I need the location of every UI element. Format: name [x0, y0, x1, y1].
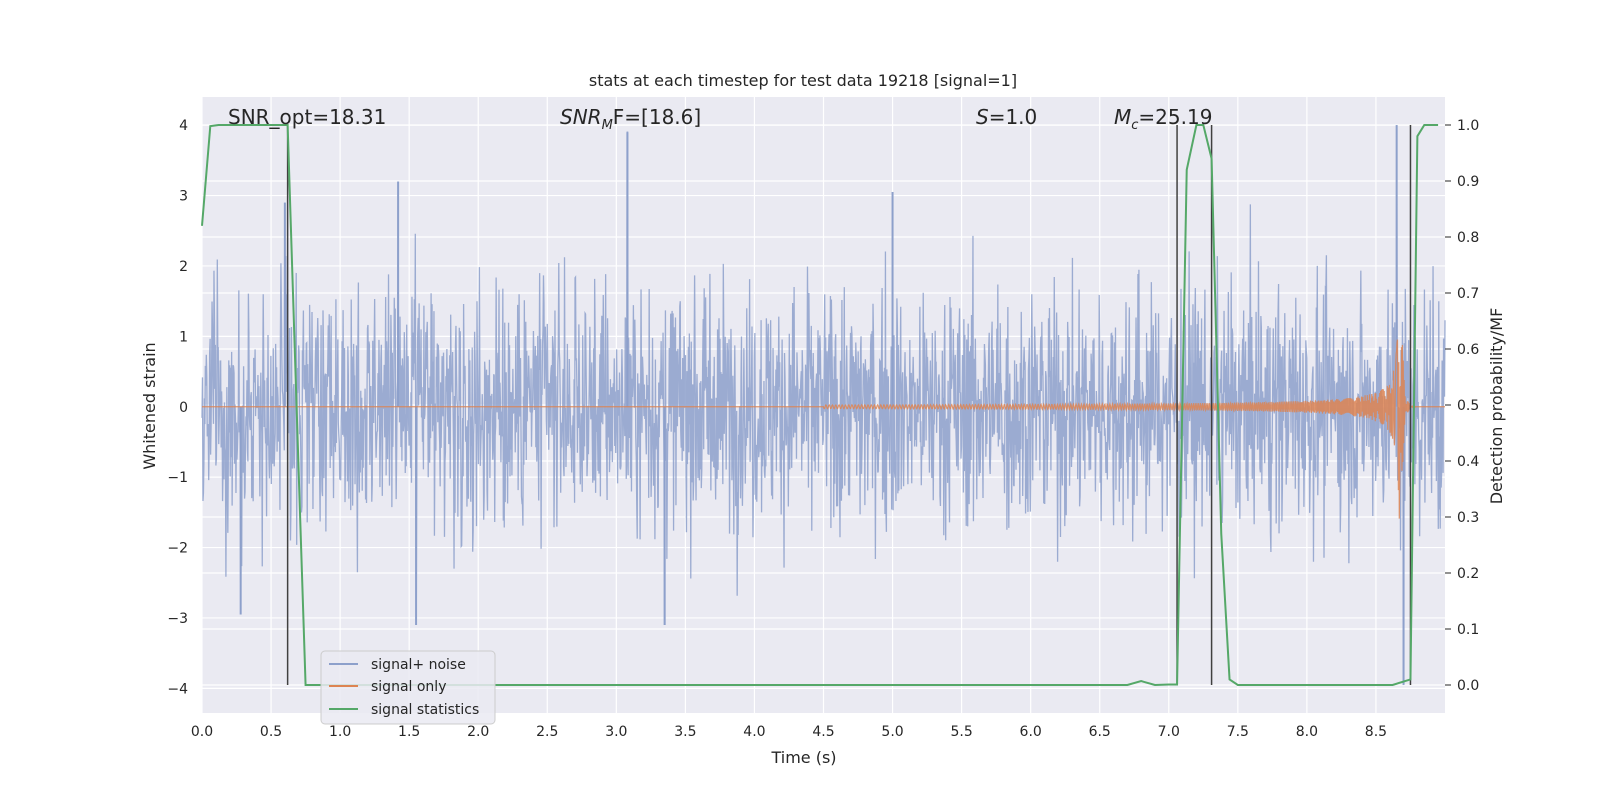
- x-tick-label: 5.5: [950, 724, 972, 740]
- annotation-mc-value: =25.19: [1138, 105, 1212, 129]
- x-tick-label: 7.5: [1227, 724, 1249, 740]
- y-left-axis-ticks: −4 −3 −2 −1 0 1 2 3 4: [167, 118, 188, 697]
- y-left-tick-label: −4: [167, 681, 188, 697]
- legend-label-signal-statistics: signal statistics: [371, 702, 479, 718]
- y-left-tick-label: 3: [179, 189, 188, 205]
- annotation-snr-mf-value: F=[18.6]: [613, 105, 701, 129]
- x-tick-label: 1.0: [329, 724, 351, 740]
- y-left-tick-label: −1: [167, 470, 188, 486]
- annotation-snr-mf: SNRMF=[18.6]: [560, 105, 701, 133]
- legend-box: [320, 650, 496, 725]
- y-left-tick-label: 2: [179, 259, 188, 275]
- y-right-tick-label: 0.3: [1457, 510, 1479, 526]
- x-tick-label: 7.0: [1158, 724, 1180, 740]
- y-right-tick-label: 0.6: [1457, 342, 1479, 358]
- y-left-tick-label: 4: [179, 118, 188, 134]
- y-right-tick-label: 1.0: [1457, 118, 1479, 134]
- y-right-axis-ticks: 0.0 0.1 0.2 0.3 0.4 0.5 0.6 0.7 0.8 0.9 1.0: [1445, 118, 1479, 694]
- x-tick-label: 8.5: [1365, 724, 1387, 740]
- y-right-tick-label: 0.7: [1457, 286, 1479, 302]
- x-tick-label: 1.5: [398, 724, 420, 740]
- x-tick-label: 6.5: [1089, 724, 1111, 740]
- annotation-mc-subscript: c: [1131, 118, 1138, 133]
- annotation-s: S=1.0: [976, 105, 1037, 129]
- y-right-tick-label: 0.9: [1457, 174, 1479, 190]
- x-tick-label: 5.0: [881, 724, 903, 740]
- x-tick-label: 0.0: [191, 724, 213, 740]
- y-left-tick-label: −2: [167, 541, 188, 557]
- y-right-tick-label: 0.0: [1457, 678, 1479, 694]
- x-tick-label: 8.0: [1296, 724, 1318, 740]
- annotation-snr-mf-symbol: SNR: [560, 105, 602, 129]
- series-line-signal-only: [202, 339, 1445, 519]
- x-axis-ticks: 0.0 0.5 1.0 1.5 2.0 2.5 3.0 3.5 4.0 4.5 5.0 5.5 6.0 6…: [191, 724, 1387, 740]
- x-tick-label: 4.0: [743, 724, 765, 740]
- x-tick-label: 3.0: [605, 724, 627, 740]
- series-line-signal-noise: [201, 125, 1446, 685]
- y-left-axis-label: Whitened strain: [140, 342, 159, 469]
- x-tick-label: 2.5: [536, 724, 558, 740]
- y-left-tick-label: 0: [179, 400, 188, 416]
- series-line-signal-statistics: [201, 124, 1439, 687]
- series-signal-only: [202, 339, 1445, 519]
- x-axis-label: Time (s): [770, 748, 836, 767]
- y-right-tick-label: 0.2: [1457, 566, 1479, 582]
- y-right-tick-label: 0.4: [1457, 454, 1479, 470]
- x-tick-label: 2.0: [467, 724, 489, 740]
- chart-title: stats at each timestep for test data 192…: [589, 71, 1017, 90]
- x-tick-label: 0.5: [260, 724, 282, 740]
- x-tick-label: 3.5: [674, 724, 696, 740]
- annotation-s-value: =1.0: [989, 105, 1038, 129]
- y-right-tick-label: 0.8: [1457, 230, 1479, 246]
- annotation-mc: Mc=25.19: [1114, 105, 1212, 133]
- x-tick-label: 4.5: [812, 724, 834, 740]
- annotation-s-symbol: S: [976, 105, 989, 129]
- series-signal-statistics: [201, 124, 1439, 687]
- annotation-snr-mf-subscript: M: [602, 118, 613, 133]
- y-right-tick-label: 0.1: [1457, 622, 1479, 638]
- legend: signal+ noise signal only signal statist…: [320, 650, 496, 725]
- series-signal-noise: [201, 125, 1446, 685]
- y-left-tick-label: 1: [179, 329, 188, 345]
- annotation-snr-opt: SNR_opt=18.31: [228, 105, 386, 129]
- x-tick-label: 6.0: [1020, 724, 1042, 740]
- marker-lines: [286, 125, 1412, 685]
- y-right-axis-label: Detection probability/MF: [1487, 308, 1506, 505]
- legend-label-signal-only: signal only: [371, 679, 446, 695]
- y-left-tick-label: −3: [167, 611, 188, 627]
- legend-label-signal-noise: signal+ noise: [371, 657, 466, 673]
- y-right-tick-label: 0.5: [1457, 398, 1479, 414]
- annotation-mc-symbol: M: [1114, 105, 1131, 129]
